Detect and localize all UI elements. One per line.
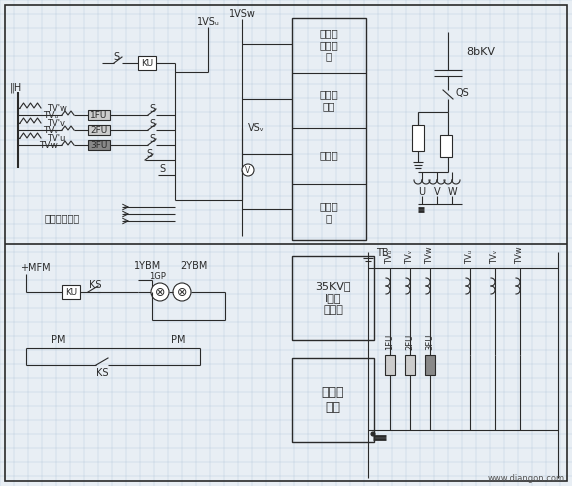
Text: U: U: [419, 187, 426, 197]
Bar: [292, 358, 374, 442]
Text: ‖H: ‖H: [10, 83, 22, 93]
Text: V: V: [434, 187, 440, 197]
Text: TVᵤ: TVᵤ: [386, 250, 395, 264]
Text: 1FU: 1FU: [386, 334, 395, 350]
Text: ⊗: ⊗: [177, 285, 187, 298]
Text: 2YBM: 2YBM: [180, 261, 208, 271]
Bar: [88, 140, 110, 150]
Bar: [292, 18, 366, 240]
Circle shape: [173, 283, 191, 301]
Text: +MFM: +MFM: [20, 263, 51, 273]
Bar: [385, 355, 395, 375]
Text: TVw: TVw: [515, 246, 525, 264]
Text: KS: KS: [96, 368, 108, 378]
Circle shape: [242, 164, 254, 176]
Text: TVw: TVw: [426, 246, 435, 264]
Text: S: S: [149, 119, 155, 129]
Bar: [88, 110, 110, 120]
Text: 1GP: 1GP: [149, 272, 166, 280]
Text: S: S: [159, 164, 165, 174]
Text: TVᵥ: TVᵥ: [43, 125, 58, 135]
Bar: [425, 355, 435, 375]
Bar: [412, 125, 424, 151]
Text: 绝缘监
察继电
器: 绝缘监 察继电 器: [320, 28, 339, 62]
Text: 电压互
感器: 电压互 感器: [320, 89, 339, 111]
Text: 1FU: 1FU: [90, 110, 108, 120]
Text: ⊗: ⊗: [155, 285, 165, 298]
Text: PM: PM: [51, 335, 65, 345]
Bar: [62, 285, 80, 299]
Text: TVᵤ: TVᵤ: [43, 110, 58, 120]
Text: 掉牌未
复归: 掉牌未 复归: [321, 386, 344, 414]
Text: 绝缘检
查: 绝缘检 查: [320, 201, 339, 223]
Text: TVᵥ: TVᵥ: [406, 250, 415, 264]
Bar: [440, 135, 452, 157]
Bar: [292, 256, 374, 340]
Text: TVᵤ: TVᵤ: [466, 250, 475, 264]
Text: 35KV第
I段母
线接地: 35KV第 I段母 线接地: [315, 281, 351, 314]
Text: 1VSᵤ: 1VSᵤ: [197, 17, 220, 27]
Text: 3FU: 3FU: [90, 140, 108, 150]
Circle shape: [371, 432, 375, 436]
Text: 3FU: 3FU: [426, 333, 435, 350]
Text: 1YBM: 1YBM: [134, 261, 162, 271]
Text: W: W: [447, 187, 457, 197]
Text: TVᵥ: TVᵥ: [491, 250, 499, 264]
Text: TVw: TVw: [39, 140, 58, 150]
Bar: [88, 125, 110, 135]
Text: 至检查电压表: 至检查电压表: [45, 213, 80, 223]
Text: TV'v: TV'v: [47, 119, 65, 127]
Bar: [138, 56, 156, 70]
Text: 8bKV: 8bKV: [466, 47, 495, 57]
Text: 电压表: 电压表: [320, 150, 339, 160]
Text: KS: KS: [89, 280, 101, 290]
Bar: [405, 355, 415, 375]
Text: 1VSw: 1VSw: [229, 9, 256, 19]
Text: TB: TB: [376, 248, 388, 258]
Text: QS: QS: [456, 88, 470, 98]
Text: S: S: [113, 52, 119, 62]
Text: S: S: [146, 149, 152, 159]
Text: KU: KU: [65, 288, 77, 296]
Text: TV'u: TV'u: [47, 134, 65, 142]
Text: KU: KU: [141, 58, 153, 68]
Text: VSᵥ: VSᵥ: [248, 123, 265, 133]
Circle shape: [151, 283, 169, 301]
Text: S: S: [149, 104, 155, 114]
Text: PM: PM: [171, 335, 185, 345]
Text: 2FU: 2FU: [90, 125, 108, 135]
Text: 2FU: 2FU: [406, 334, 415, 350]
Text: V: V: [245, 166, 251, 174]
Text: TV'w: TV'w: [47, 104, 67, 112]
Text: www.diangon.com: www.diangon.com: [488, 473, 565, 483]
Text: S: S: [149, 134, 155, 144]
